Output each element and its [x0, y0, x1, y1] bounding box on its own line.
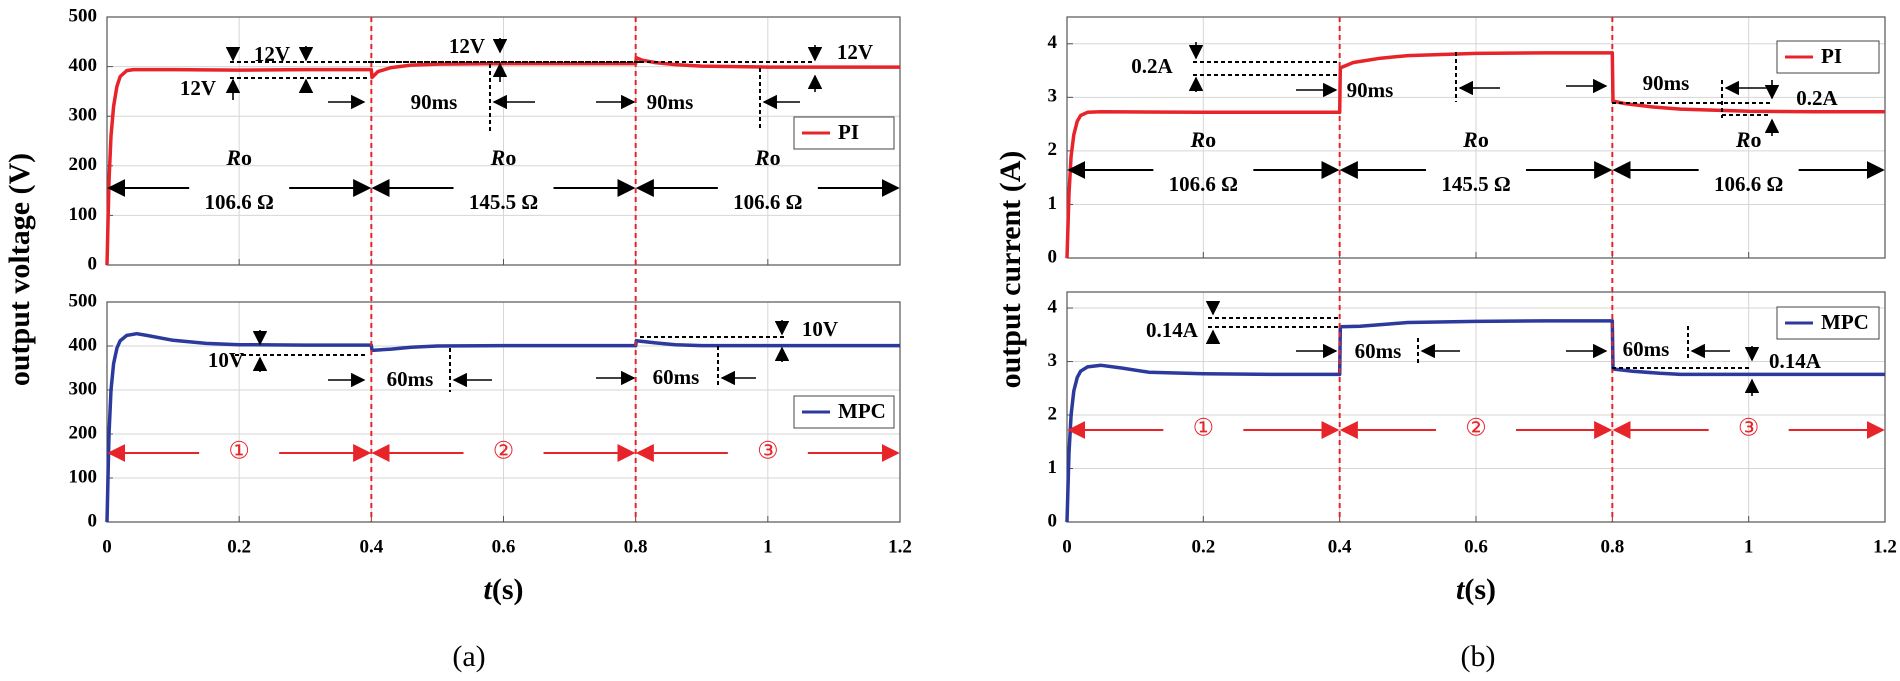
pb-annot-0p2a-label: 0.2A: [1796, 86, 1838, 110]
p1-x-tick-label: 0.2: [1191, 536, 1215, 557]
p1-x-tick-label: 0.6: [1464, 536, 1488, 557]
p1-s1-y-tick-label: 0: [1048, 510, 1058, 531]
p1-s0-legend-label: PI: [1821, 44, 1842, 68]
p0-y-axis-label: output voltage (V): [3, 153, 36, 386]
pb-annot-60ms-label: 60ms: [1623, 337, 1670, 361]
p0-s1-y-tick-label: 400: [69, 334, 98, 355]
p0-region-label: ③: [757, 439, 779, 465]
pa-annot-10v-label: 10V: [802, 317, 838, 341]
p1-s1-y-tick-label: 1: [1048, 457, 1058, 478]
p1-ro-label: Ro: [1189, 127, 1216, 152]
p1-x-axis-label: t(s): [1456, 573, 1496, 606]
pa-annot-90ms-label: 90ms: [411, 90, 458, 114]
p0-ro-value: 145.5 Ω: [469, 190, 538, 214]
p1-y-axis-label: output current (A): [994, 151, 1027, 389]
p0-s0-y-tick-label: 400: [69, 55, 98, 76]
p1-x-tick-label: 0.8: [1600, 536, 1624, 557]
p1-s1-y-tick-label: 4: [1048, 296, 1058, 317]
p0-s0-y-tick-label: 300: [69, 105, 98, 126]
p0-region-label: ②: [493, 439, 515, 465]
p1-ro-value: 106.6 Ω: [1169, 172, 1238, 196]
p0-x-tick-label: 0.4: [359, 536, 383, 557]
p0-caption: (a): [452, 640, 485, 673]
pa-annot-12v-label: 12V: [180, 76, 216, 100]
p1-caption: (b): [1461, 640, 1496, 673]
p0-x-tick-label: 1.2: [888, 536, 912, 557]
pa-annot-12v-label: 12V: [254, 42, 290, 66]
p0-s1-y-tick-label: 200: [69, 422, 98, 443]
p0-s0-y-tick-label: 200: [69, 154, 98, 175]
p1-ro-value: 106.6 Ω: [1714, 172, 1783, 196]
p1-s0-y-tick-label: 3: [1048, 86, 1058, 107]
p0-x-tick-label: 0.6: [492, 536, 516, 557]
p0-s0-y-tick-label: 0: [88, 253, 98, 274]
p1-x-tick-label: 0.4: [1328, 536, 1352, 557]
p0-s0-y-tick-label: 100: [69, 204, 98, 225]
pb-annot-90ms-label: 90ms: [1643, 71, 1690, 95]
p1-x-tick-label: 0: [1062, 536, 1072, 557]
pa-annot-60ms-label: 60ms: [653, 365, 700, 389]
p1-s1-y-tick-label: 2: [1048, 403, 1058, 424]
p1-ro-label: Ro: [1462, 127, 1489, 152]
pb-annot-0p14a-label: 0.14A: [1146, 318, 1199, 342]
p1-ro-label: Ro: [1735, 127, 1762, 152]
p0-x-axis-label: t(s): [484, 573, 524, 606]
p0-s1-y-tick-label: 500: [69, 290, 98, 311]
p1-s0-y-tick-label: 4: [1048, 32, 1058, 53]
p1-x-tick-label: 1: [1744, 536, 1754, 557]
p0-s0-y-tick-label: 500: [69, 5, 98, 26]
p0-s0-legend-label: PI: [838, 120, 859, 144]
p0-ro-value: 106.6 Ω: [205, 190, 274, 214]
p1-s1-y-tick-label: 3: [1048, 350, 1058, 371]
p0-ro-value: 106.6 Ω: [733, 190, 802, 214]
p1-s0-y-tick-label: 1: [1048, 193, 1058, 214]
p0-s0-series-pi: [105, 55, 900, 266]
p0-ro-label: Ro: [225, 145, 252, 170]
p0-x-tick-label: 0.8: [624, 536, 648, 557]
p0-ro-label: Ro: [754, 145, 781, 170]
p1-region-label: ①: [1193, 416, 1215, 442]
pa-annot-90ms-label: 90ms: [647, 90, 694, 114]
p0-s1-y-tick-label: 0: [88, 510, 98, 531]
p1-x-tick-label: 1.2: [1873, 536, 1897, 557]
p0-ro-label: Ro: [490, 145, 517, 170]
p0-x-tick-label: 1: [763, 536, 773, 557]
p0-s1-y-tick-label: 300: [69, 378, 98, 399]
pb-annot-60ms-label: 60ms: [1355, 339, 1402, 363]
pa-annot-60ms-label: 60ms: [387, 367, 434, 391]
p1-s0-series-pi: [1065, 51, 1885, 259]
p1-region-label: ③: [1738, 416, 1760, 442]
p1-ro-value: 145.5 Ω: [1441, 172, 1510, 196]
p1-region-label: ②: [1465, 416, 1487, 442]
pa-annot-10v-label: 10V: [208, 348, 244, 372]
pb-annot-0p14a-label: 0.14A: [1769, 349, 1822, 373]
p0-s1-legend-label: MPC: [838, 399, 886, 423]
p1-s1-legend-label: MPC: [1821, 310, 1869, 334]
p0-s1-y-tick-label: 100: [69, 466, 98, 487]
pa-annot-12v-label: 12V: [449, 34, 485, 58]
p0-x-tick-label: 0: [102, 536, 112, 557]
p1-s0-y-tick-label: 2: [1048, 139, 1058, 160]
pb-annot-90ms-label: 90ms: [1347, 78, 1394, 102]
p0-region-label: ①: [228, 439, 250, 465]
pa-annot-12v-label: 12V: [837, 40, 873, 64]
pb-annot-0p2a-label: 0.2A: [1131, 54, 1173, 78]
p1-s0-y-tick-label: 0: [1048, 246, 1058, 267]
p0-x-tick-label: 0.2: [227, 536, 251, 557]
